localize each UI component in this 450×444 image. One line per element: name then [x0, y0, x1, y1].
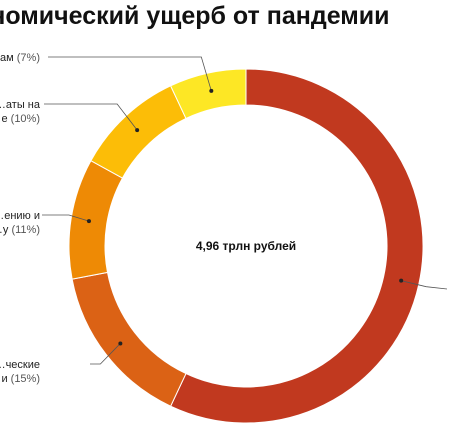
leader-dot-4: [209, 88, 214, 93]
donut-slice-0: [169, 68, 424, 424]
donut-slices: [68, 68, 424, 424]
leader-dot-3: [135, 128, 140, 133]
chart-title: Экономический ущерб от пандемии: [0, 0, 450, 40]
leader-dot-2: [86, 219, 91, 224]
leader-line-4: [48, 56, 212, 91]
slice-label-2-line-1: …у (11%): [0, 224, 40, 236]
slice-label-3-line-0: …аты на: [0, 99, 41, 111]
leader-line-0: [401, 280, 448, 290]
leader-line-2: [42, 214, 90, 222]
slice-label-1-line-1: …и (15%): [0, 373, 40, 385]
donut-slice-2: [68, 160, 124, 280]
chart-title-text: Экономический ущерб от пандемии: [0, 2, 390, 30]
slice-label-2-line-0: …ению и: [0, 210, 40, 222]
slice-labels: …ческие …и (15%) …ению и …у (11%) …аты на …е …: [0, 52, 41, 385]
donut-slice-3: [90, 85, 187, 179]
donut-slice-1: [71, 271, 187, 407]
center-label: 4,96 трлн рублей: [196, 239, 296, 253]
slice-label-3-line-1: …е (10%): [0, 113, 40, 125]
leader-line-1: [90, 343, 121, 365]
leader-lines: [42, 56, 448, 365]
slice-label-4-line-0: …ам (7%): [0, 52, 40, 64]
donut-slice-4: [169, 68, 247, 120]
slice-label-1-line-0: …ческие: [0, 359, 40, 371]
leader-dot-1: [118, 341, 123, 346]
leader-dot-0: [399, 278, 404, 283]
leader-line-3: [44, 103, 138, 131]
